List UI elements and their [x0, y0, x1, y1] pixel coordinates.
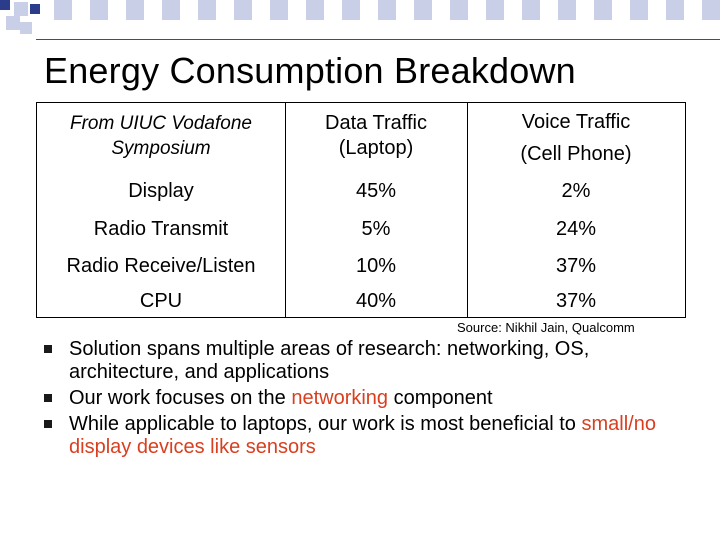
row-voice-value: 37%	[555, 255, 597, 277]
bullet-text: Our work focuses on the	[69, 387, 292, 409]
square-bullet-icon	[44, 420, 52, 428]
page-title: Energy Consumption Breakdown	[44, 50, 576, 91]
list-item: Solution spans multiple areas of researc…	[44, 338, 694, 384]
header-band	[54, 0, 720, 20]
corner-decoration	[0, 0, 60, 50]
bullet-text: component	[388, 387, 493, 409]
data-table: From UIUC Vodafone Symposium Data Traffi…	[36, 102, 686, 318]
row-voice-value: 2%	[561, 180, 591, 202]
band-cell	[414, 0, 432, 20]
band-cell	[180, 0, 198, 20]
band-cell	[522, 0, 540, 20]
band-cell	[504, 0, 522, 20]
band-cell	[324, 0, 342, 20]
band-cell	[72, 0, 90, 20]
band-cell	[540, 0, 558, 20]
table-header-data-traffic: Data Traffic (Laptop)	[325, 112, 427, 159]
band-cell	[396, 0, 414, 20]
band-cell	[648, 0, 666, 20]
bullet-list: Solution spans multiple areas of researc…	[44, 338, 694, 462]
row-label: Display	[128, 180, 194, 202]
band-cell	[666, 0, 684, 20]
band-cell	[90, 0, 108, 20]
band-cell	[594, 0, 612, 20]
row-voice-value: 37%	[555, 290, 597, 312]
band-cell	[630, 0, 648, 20]
highlight-text: networking	[291, 387, 389, 409]
band-cell	[558, 0, 576, 20]
list-item: Our work focuses on the networking compo…	[44, 387, 694, 410]
band-cell	[432, 0, 450, 20]
band-cell	[486, 0, 504, 20]
source-caption: Source: Nikhil Jain, Qualcomm	[457, 320, 635, 335]
row-label: Radio Receive/Listen	[66, 255, 256, 277]
row-data-value: 45%	[355, 180, 397, 202]
bullet-text: While applicable to laptops, our work is…	[69, 413, 582, 435]
square-bullet-icon	[44, 345, 52, 353]
row-data-value: 10%	[355, 255, 397, 277]
table-header-voice-traffic: Voice Traffic (Cell Phone)	[520, 111, 632, 165]
band-cell	[270, 0, 288, 20]
band-cell	[54, 0, 72, 20]
header-rule	[36, 39, 720, 40]
band-cell	[234, 0, 252, 20]
bullet-text: Solution spans multiple areas of researc…	[69, 338, 590, 383]
band-cell	[702, 0, 720, 20]
band-cell	[144, 0, 162, 20]
band-cell	[306, 0, 324, 20]
band-cell	[576, 0, 594, 20]
row-data-value: 40%	[355, 290, 397, 312]
band-cell	[342, 0, 360, 20]
table-header-source: From UIUC Vodafone Symposium	[70, 113, 252, 159]
band-cell	[288, 0, 306, 20]
band-cell	[684, 0, 702, 20]
square-bullet-icon	[44, 394, 52, 402]
band-cell	[612, 0, 630, 20]
band-cell	[378, 0, 396, 20]
band-cell	[162, 0, 180, 20]
band-cell	[198, 0, 216, 20]
band-cell	[450, 0, 468, 20]
row-label: CPU	[139, 290, 183, 312]
row-data-value: 5%	[361, 218, 391, 240]
band-cell	[468, 0, 486, 20]
band-cell	[360, 0, 378, 20]
highlight-text: small/no display devices like sensors	[69, 413, 656, 458]
band-cell	[126, 0, 144, 20]
band-cell	[216, 0, 234, 20]
row-voice-value: 24%	[555, 218, 597, 240]
band-cell	[108, 0, 126, 20]
band-cell	[252, 0, 270, 20]
row-label: Radio Transmit	[93, 218, 229, 240]
list-item: While applicable to laptops, our work is…	[44, 413, 694, 459]
